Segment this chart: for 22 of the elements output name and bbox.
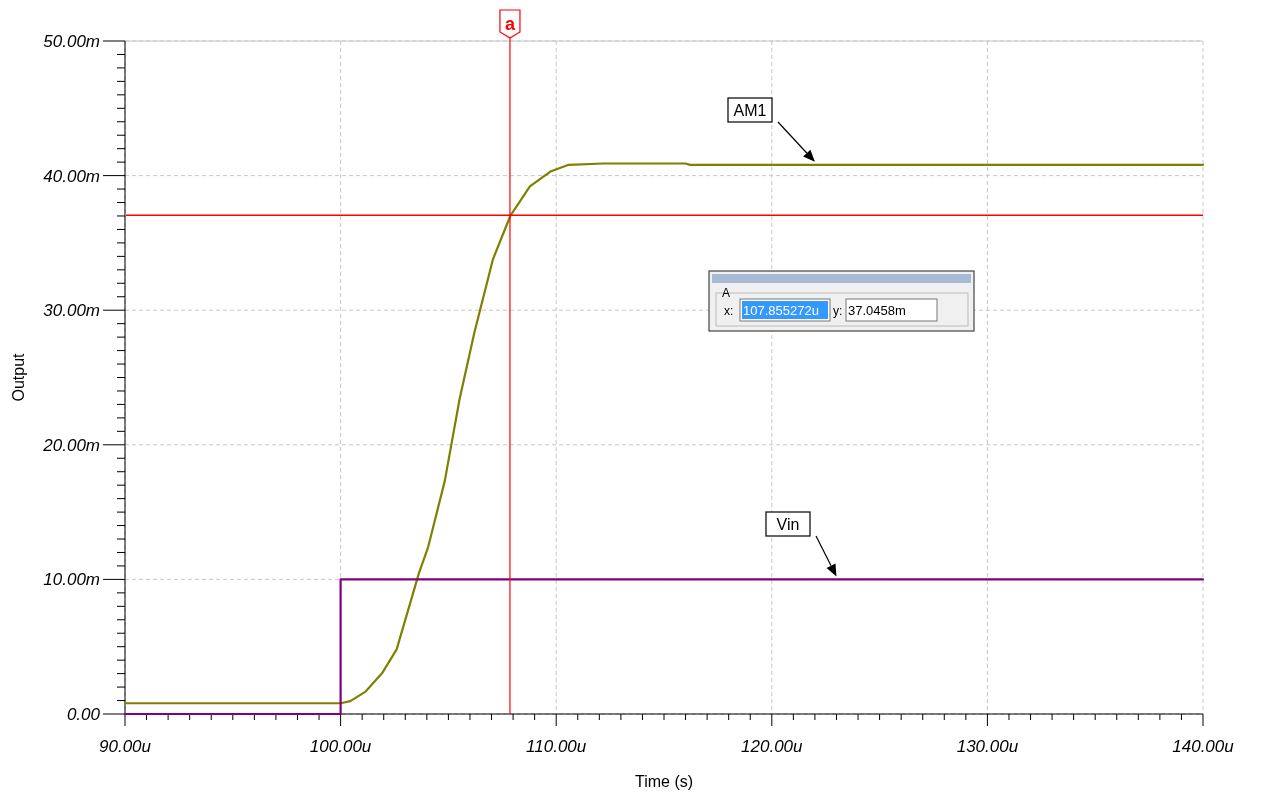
y-tick-label: 10.00m [43, 570, 100, 590]
ref-line-label: a [504, 14, 516, 34]
x-tick-label: 140.00u [1172, 737, 1235, 756]
y-tick-label: 50.00m [43, 32, 100, 51]
x-tick-label: 110.00u [526, 737, 587, 756]
y-axis-title: Output [10, 352, 27, 402]
x-tick-label: 90.00u [99, 737, 152, 756]
y-tick-label: 30.00m [43, 301, 100, 321]
annotation: A [722, 286, 731, 300]
annotation: 37.0458m [848, 303, 906, 318]
annotation: y: [833, 304, 843, 318]
y-tick-label: 0.00 [66, 705, 101, 724]
annotation: 107.855272u [743, 303, 819, 318]
x-tick-label: 100.00u [309, 737, 372, 756]
x-axis-title: Time (s) [634, 773, 694, 790]
y-tick-label: 20.00m [42, 435, 100, 455]
x-tick-label: 130.00u [956, 737, 1019, 756]
text: AM1 [733, 102, 767, 119]
annotation: x: [724, 304, 734, 318]
text: Vin [776, 516, 800, 533]
y-tick-label: 40.00m [43, 166, 100, 186]
x-tick-label: 120.00u [741, 737, 804, 756]
